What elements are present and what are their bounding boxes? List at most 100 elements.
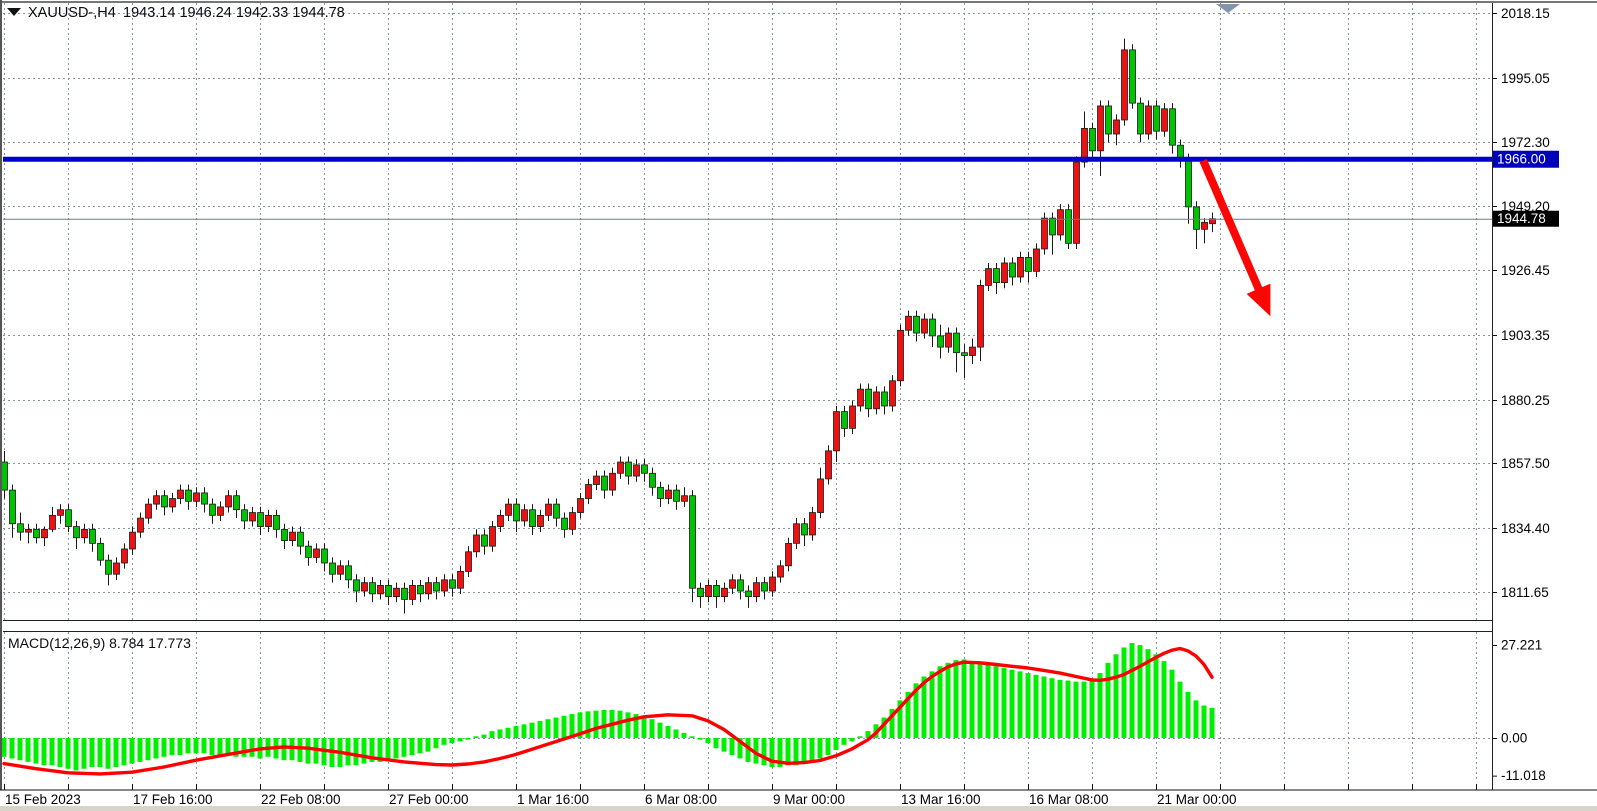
candle bbox=[161, 490, 168, 516]
candle-body bbox=[833, 411, 840, 452]
time-axis-label: 16 Mar 08:00 bbox=[1029, 792, 1109, 807]
candle bbox=[729, 574, 736, 594]
candle bbox=[97, 537, 104, 566]
trend-arrow[interactable] bbox=[1199, 159, 1271, 317]
candle bbox=[489, 520, 496, 552]
candle-body bbox=[417, 585, 424, 595]
shift-marker-icon[interactable] bbox=[1216, 4, 1240, 13]
candlestick-series[interactable] bbox=[1, 38, 1216, 614]
candle-body bbox=[297, 531, 304, 547]
candle-body bbox=[553, 503, 560, 519]
candle bbox=[497, 509, 504, 533]
candle-body bbox=[1001, 262, 1008, 284]
macd-bar bbox=[841, 738, 847, 745]
macd-bar bbox=[753, 738, 759, 764]
macd-bar bbox=[233, 738, 239, 757]
macd-bar bbox=[881, 717, 887, 738]
candle bbox=[657, 481, 664, 507]
candle-body bbox=[569, 512, 576, 530]
candle-body bbox=[1057, 209, 1064, 236]
candle-body bbox=[137, 517, 144, 533]
candle bbox=[921, 313, 928, 339]
candle bbox=[697, 582, 704, 608]
candle-body bbox=[993, 268, 1000, 284]
macd-bar bbox=[441, 738, 447, 745]
candle-body bbox=[17, 523, 24, 533]
macd-bar bbox=[849, 738, 855, 742]
candle bbox=[617, 456, 624, 479]
candle-body bbox=[809, 512, 816, 536]
candle bbox=[993, 262, 1000, 294]
candle-body bbox=[273, 514, 280, 530]
macd-bar bbox=[737, 738, 743, 759]
candle-body bbox=[9, 489, 16, 525]
candle bbox=[377, 579, 384, 600]
macd-bar bbox=[537, 720, 543, 738]
candle-body bbox=[1081, 127, 1088, 163]
macd-bar bbox=[33, 738, 39, 764]
candle bbox=[305, 540, 312, 566]
candle-body bbox=[705, 585, 712, 598]
macd-bar bbox=[945, 662, 951, 738]
candle-body bbox=[337, 565, 344, 575]
candle bbox=[585, 478, 592, 505]
macd-bar bbox=[761, 738, 767, 766]
time-axis[interactable]: 15 Feb 2023 17 Feb 16:00 22 Feb 08:00 27 Fe… bbox=[4, 784, 1477, 807]
macd-bar bbox=[1089, 679, 1095, 738]
candle bbox=[577, 492, 584, 519]
macd-bar bbox=[641, 715, 647, 738]
candle-body bbox=[289, 531, 296, 541]
candle-body bbox=[505, 503, 512, 516]
macd-bar bbox=[361, 738, 367, 764]
macd-bar bbox=[585, 711, 591, 738]
macd-bar bbox=[1041, 676, 1047, 738]
macd-bar bbox=[601, 709, 607, 738]
macd-bar bbox=[409, 738, 415, 756]
candle bbox=[433, 577, 440, 600]
candle-body bbox=[985, 268, 992, 286]
macd-bar bbox=[833, 738, 839, 750]
candle bbox=[849, 400, 856, 435]
candle-body bbox=[649, 472, 656, 488]
macd-bar bbox=[81, 738, 87, 769]
macd-bar bbox=[1001, 667, 1007, 738]
macd-bar bbox=[65, 738, 71, 769]
macd-bar bbox=[1097, 673, 1103, 738]
candle-body bbox=[785, 542, 792, 567]
macd-bar bbox=[993, 666, 999, 738]
candle bbox=[745, 585, 752, 608]
macd-bar bbox=[1185, 691, 1191, 738]
macd-bar bbox=[457, 738, 463, 742]
price-axis[interactable]: 2018.15 1995.05 1972.30 1949.20 1926.45 1903.… bbox=[1492, 6, 1550, 600]
main-gridlines bbox=[3, 3, 1492, 620]
candle bbox=[1209, 212, 1216, 233]
candle bbox=[769, 571, 776, 597]
candle-body bbox=[361, 582, 368, 592]
candle-body bbox=[641, 464, 648, 474]
macd-bar bbox=[249, 738, 255, 757]
macd-bar bbox=[393, 738, 399, 759]
candle-body bbox=[769, 576, 776, 592]
candle bbox=[1193, 201, 1200, 249]
macd-bar bbox=[713, 738, 719, 749]
macd-bar bbox=[217, 738, 223, 756]
macd-bar bbox=[417, 738, 423, 754]
time-axis-label: 15 Feb 2023 bbox=[5, 792, 81, 807]
candle-body bbox=[497, 514, 504, 527]
candle-body bbox=[217, 506, 224, 516]
candle bbox=[537, 509, 544, 533]
candle-body bbox=[321, 548, 328, 564]
symbol-title: XAUUSD-,H4 bbox=[28, 5, 116, 21]
symbol-dropdown-icon[interactable] bbox=[7, 8, 21, 16]
candle bbox=[1145, 100, 1152, 140]
candle bbox=[425, 577, 432, 600]
macd-bar bbox=[729, 738, 735, 756]
candle bbox=[409, 579, 416, 606]
candle-body bbox=[1137, 102, 1144, 135]
candle bbox=[81, 523, 88, 544]
candle-body bbox=[881, 391, 888, 407]
macd-bar bbox=[1193, 700, 1199, 738]
candle bbox=[129, 526, 136, 555]
